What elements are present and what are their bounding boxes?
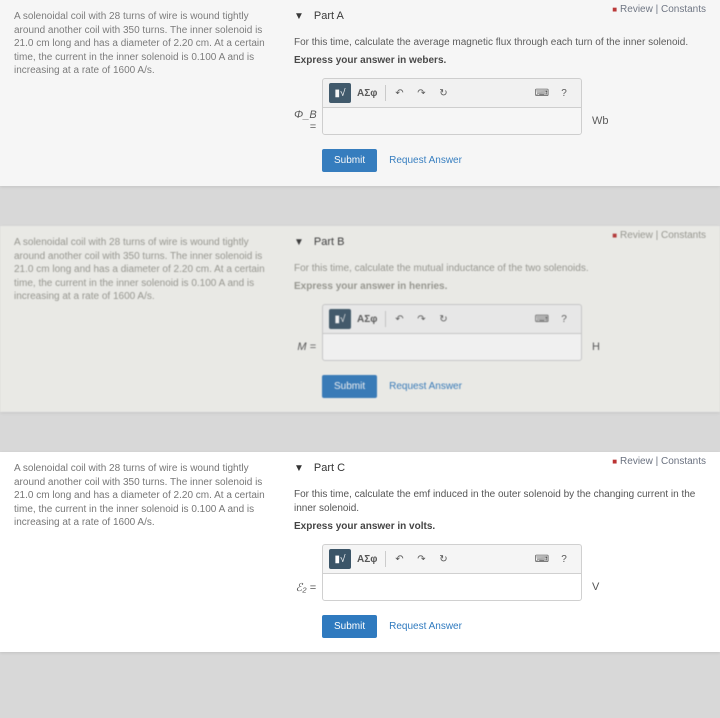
- instruction-text: For this time, calculate the mutual indu…: [294, 262, 706, 276]
- answer-input-a[interactable]: [322, 107, 582, 135]
- greek-button[interactable]: ΑΣφ: [351, 83, 383, 103]
- answer-input-c[interactable]: [322, 573, 582, 601]
- part-title: Part B: [314, 236, 345, 248]
- keyboard-button[interactable]: ⌨: [531, 309, 553, 329]
- express-text: Express your answer in henries.: [294, 280, 706, 294]
- toolbar-separator: [385, 311, 386, 327]
- flag-icon: ■: [612, 457, 617, 466]
- greek-button[interactable]: ΑΣφ: [351, 549, 383, 569]
- part-title: Part A: [314, 10, 344, 22]
- instruction-text: For this time, calculate the emf induced…: [294, 488, 706, 516]
- section-part-a: A solenoidal coil with 28 turns of wire …: [0, 0, 720, 186]
- request-answer-link[interactable]: Request Answer: [389, 155, 462, 166]
- redo-button[interactable]: ↷: [410, 309, 432, 329]
- problem-statement: A solenoidal coil with 28 turns of wire …: [0, 452, 280, 652]
- undo-button[interactable]: ↶: [388, 549, 410, 569]
- keyboard-button[interactable]: ⌨: [531, 549, 553, 569]
- variable-label: ℰ₂ =: [294, 581, 322, 594]
- unit-label: V: [592, 581, 599, 593]
- format-toolbar: ▮√ ΑΣφ ↶ ↷ ↻ ⌨ ?: [322, 544, 582, 573]
- express-text: Express your answer in webers.: [294, 54, 706, 68]
- undo-button[interactable]: ↶: [388, 309, 410, 329]
- variable-label: Φ_B =: [294, 109, 322, 133]
- redo-button[interactable]: ↷: [410, 549, 432, 569]
- variable-label: M =: [294, 341, 322, 353]
- toolbar-separator: [385, 85, 386, 101]
- request-answer-link[interactable]: Request Answer: [389, 621, 462, 632]
- review-constants-link[interactable]: ■Review | Constants: [612, 4, 706, 15]
- templates-button[interactable]: ▮√: [329, 309, 351, 329]
- section-part-c: A solenoidal coil with 28 turns of wire …: [0, 452, 720, 652]
- undo-button[interactable]: ↶: [388, 83, 410, 103]
- keyboard-button[interactable]: ⌨: [531, 83, 553, 103]
- instruction-text: For this time, calculate the average mag…: [294, 36, 706, 50]
- toolbar-separator: [385, 551, 386, 567]
- flag-icon: ■: [612, 5, 617, 14]
- express-text: Express your answer in volts.: [294, 520, 706, 534]
- collapse-caret-icon[interactable]: ▼: [294, 237, 304, 248]
- format-toolbar: ▮√ ΑΣφ ↶ ↷ ↻ ⌨ ?: [322, 78, 582, 107]
- review-constants-link[interactable]: ■Review | Constants: [612, 456, 706, 467]
- answer-area-a: ■Review | Constants ▼ Part A For this ti…: [280, 0, 720, 186]
- unit-label: H: [592, 341, 600, 353]
- submit-button[interactable]: Submit: [322, 615, 377, 638]
- part-title: Part C: [314, 462, 345, 474]
- section-part-b: A solenoidal coil with 28 turns of wire …: [0, 226, 720, 412]
- submit-button[interactable]: Submit: [322, 149, 377, 172]
- answer-area-b: ■Review | Constants ▼ Part B For this ti…: [280, 226, 720, 412]
- collapse-caret-icon[interactable]: ▼: [294, 11, 304, 22]
- review-constants-link[interactable]: ■Review | Constants: [612, 230, 706, 241]
- reset-button[interactable]: ↻: [432, 309, 454, 329]
- help-button[interactable]: ?: [553, 83, 575, 103]
- problem-statement: A solenoidal coil with 28 turns of wire …: [0, 0, 280, 186]
- answer-input-b[interactable]: [322, 333, 582, 361]
- greek-button[interactable]: ΑΣφ: [351, 309, 383, 329]
- help-button[interactable]: ?: [553, 549, 575, 569]
- request-answer-link[interactable]: Request Answer: [389, 381, 462, 392]
- collapse-caret-icon[interactable]: ▼: [294, 463, 304, 474]
- templates-button[interactable]: ▮√: [329, 549, 351, 569]
- unit-label: Wb: [592, 115, 609, 127]
- help-button[interactable]: ?: [553, 309, 575, 329]
- format-toolbar: ▮√ ΑΣφ ↶ ↷ ↻ ⌨ ?: [322, 304, 582, 333]
- reset-button[interactable]: ↻: [432, 549, 454, 569]
- reset-button[interactable]: ↻: [432, 83, 454, 103]
- flag-icon: ■: [612, 231, 617, 240]
- submit-button[interactable]: Submit: [322, 375, 377, 398]
- answer-area-c: ■Review | Constants ▼ Part C For this ti…: [280, 452, 720, 652]
- templates-button[interactable]: ▮√: [329, 83, 351, 103]
- problem-statement: A solenoidal coil with 28 turns of wire …: [0, 226, 280, 412]
- redo-button[interactable]: ↷: [410, 83, 432, 103]
